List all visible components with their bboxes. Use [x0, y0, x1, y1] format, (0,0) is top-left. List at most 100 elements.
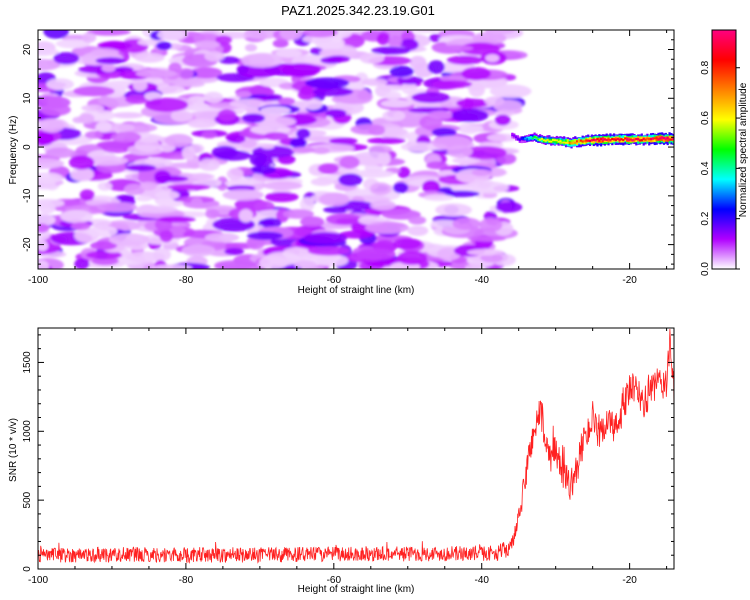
- spectrogram-signal-cell: [614, 138, 618, 141]
- spectrogram-noise-cell: [70, 222, 91, 231]
- spectrogram-noise-cell: [369, 182, 392, 196]
- spectrogram-noise-cell: [264, 191, 299, 203]
- spectrogram-signal-cell: [557, 140, 560, 143]
- spectrogram-signal-cell: [566, 139, 569, 144]
- spectrogram-signal-cell: [513, 134, 516, 138]
- spectrogram-signal-cell: [533, 136, 536, 138]
- spectrogram-signal-cell: [548, 140, 551, 143]
- spectrogram-signal-cell: [564, 139, 568, 144]
- spectrogram-noise-cell: [70, 167, 94, 182]
- spectrogram-noise-cell: [458, 125, 484, 132]
- spectrogram-signal-cell: [646, 137, 649, 140]
- spectrogram-noise-cell: [74, 258, 90, 269]
- colorbar-tick-label: 0.8: [700, 60, 711, 74]
- spectrogram-signal-cell: [592, 138, 595, 144]
- spectrogram-noise-cell: [302, 30, 339, 38]
- spectrogram-noise-cell: [452, 217, 481, 230]
- spectrogram-signal-cell: [644, 138, 647, 141]
- spectrogram-noise-cell: [303, 98, 323, 111]
- spectrogram-noise-cell: [312, 147, 330, 155]
- spectrogram-noise-cell: [246, 231, 284, 240]
- spectrogram-noise-cell: [226, 134, 246, 144]
- spectrogram-signal-cell: [511, 132, 514, 136]
- spectrogram-signal-cell: [553, 139, 557, 142]
- snr-series-line: [38, 328, 674, 564]
- spectrogram-noise-cell: [249, 151, 267, 167]
- colorbar-tick-label: 0.2: [700, 211, 711, 225]
- spectrogram-noise-cell: [431, 135, 472, 151]
- spectrogram-noise-cell: [318, 192, 350, 207]
- spectrogram-noise-cell: [305, 77, 350, 89]
- spectrogram-signal-cell: [526, 136, 529, 139]
- spectrogram-signal-cell: [587, 139, 590, 142]
- spectrogram-noise-cell: [170, 110, 193, 122]
- spectrogram-noise-cell: [79, 189, 95, 201]
- spectrogram-signal-cell: [588, 139, 592, 143]
- colorbar: 0.0 0.2 0.4 0.6 0.8 Normalized spectral ampl…: [700, 29, 749, 276]
- spectrogram-noise-cell: [187, 118, 217, 129]
- spectrogram-noise-cell: [393, 182, 409, 194]
- spectrogram-noise-cell: [388, 35, 403, 49]
- spectrogram-noise-cell: [38, 48, 60, 57]
- spectrogram-signal-cell: [583, 140, 586, 143]
- spectrogram-noise-cell: [203, 91, 224, 104]
- spectrogram-signal-cell: [637, 138, 640, 141]
- spectrogram-signal-cell: [653, 137, 656, 140]
- snr-frame: [37, 327, 675, 570]
- spectrogram-noise-cell: [116, 194, 135, 202]
- spectrogram-signal-cell: [624, 137, 627, 140]
- spectrogram-signal-cell: [524, 137, 527, 140]
- spectrogram-signal-cell: [638, 139, 642, 142]
- spectrogram-noise-cell: [462, 145, 507, 160]
- spectrogram-x-tick-label: -60: [327, 275, 342, 286]
- spectrogram-noise-cell: [316, 254, 349, 267]
- spectrogram-noise-cell: [393, 238, 422, 250]
- spectrogram-signal-cell: [612, 138, 616, 141]
- spectrogram-signal-cell: [511, 134, 514, 137]
- snr-panel: -100 -80 -60 -40 -20 0 500 1000 1500 Height of …: [8, 327, 675, 595]
- spectrogram-noise-cell: [382, 110, 406, 122]
- spectrogram-signal-cell: [579, 139, 582, 142]
- spectrogram-signal-cell: [594, 139, 597, 142]
- spectrogram-signal-cell: [670, 135, 673, 141]
- spectrogram-y-tick-label: 20: [22, 44, 33, 56]
- spectrogram-noise-cell: [135, 195, 152, 202]
- spectrogram-noise-cell: [282, 209, 314, 219]
- spectrogram-noise-cell: [97, 41, 133, 50]
- spectrogram-noise-cell: [159, 229, 174, 243]
- spectrogram-noise-cell: [339, 155, 360, 169]
- spectrogram-noise-cell: [90, 48, 119, 57]
- spectrogram-signal-cell: [574, 141, 577, 144]
- spectrogram-noise-cell: [154, 190, 180, 200]
- spectrogram-noise-cell: [456, 98, 489, 108]
- spectrogram-signal-cell: [622, 138, 625, 142]
- spectrogram-signal-cell: [520, 137, 523, 140]
- spectrogram-noise-cell: [325, 108, 347, 118]
- spectrogram-noise-cell: [135, 69, 177, 78]
- spectrogram-noise-cell: [38, 213, 56, 227]
- spectrogram-noise-cell: [190, 197, 204, 209]
- spectrogram-signal-cell: [651, 137, 655, 140]
- spectrogram-noise-cell: [217, 109, 237, 122]
- spectrogram-signal-cell: [516, 138, 520, 140]
- spectrogram-noise-cell: [40, 103, 71, 116]
- spectrogram-signal-cell: [540, 138, 544, 143]
- spectrogram-signal-cell: [515, 136, 518, 139]
- snr-x-tick-label: -20: [622, 575, 637, 586]
- spectrogram-y-label: Frequency (Hz): [8, 116, 19, 185]
- spectrogram-noise-cell: [366, 137, 406, 145]
- spectrogram-noise-cell: [400, 142, 439, 152]
- spectrogram-signal-cell: [661, 136, 664, 139]
- spectrogram-noise-cell: [254, 200, 275, 213]
- spectrogram-noise-cell: [55, 39, 91, 49]
- spectrogram-signal-cell: [585, 139, 588, 142]
- spectrogram-noise-cell: [467, 249, 505, 256]
- spectrogram-noise-cell: [326, 55, 351, 63]
- spectrogram-noise-cell: [408, 215, 427, 225]
- spectrogram-noise-cell: [81, 32, 97, 43]
- spectrogram-noise-cell: [472, 181, 509, 194]
- snr-y-label: SNR (10 * v/v): [8, 418, 19, 482]
- spectrogram-noise-cell: [155, 175, 189, 183]
- spectrogram-noise-cell: [329, 137, 358, 145]
- spectrogram-noise-cell: [431, 80, 473, 89]
